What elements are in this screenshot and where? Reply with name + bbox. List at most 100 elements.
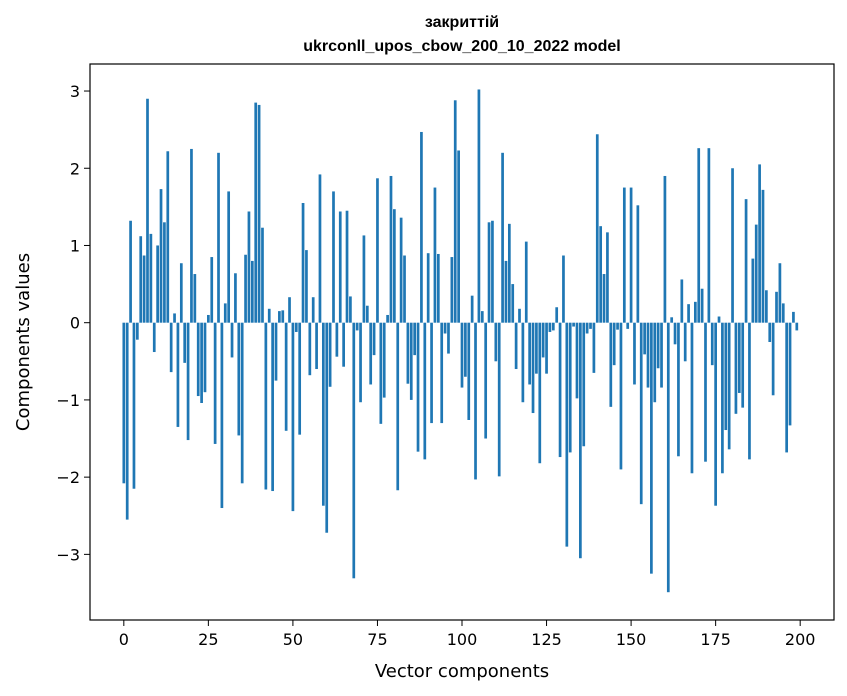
- bar-component-164: [677, 322, 680, 457]
- bar-component-192: [771, 322, 775, 396]
- bar-component-142: [602, 274, 606, 323]
- bar-component-29: [220, 322, 224, 509]
- bar-component-64: [338, 211, 342, 323]
- bar-component-68: [352, 322, 356, 579]
- bar-component-148: [622, 187, 626, 323]
- bar-component-4: [135, 322, 139, 340]
- y-tick-label: 0: [70, 314, 80, 333]
- bar-component-190: [765, 290, 768, 323]
- bar-component-119: [524, 241, 528, 323]
- bar-component-83: [403, 255, 406, 323]
- bar-component-13: [166, 151, 170, 323]
- bar-component-106: [480, 311, 484, 323]
- bar-component-112: [501, 152, 504, 323]
- bar-component-194: [778, 263, 782, 323]
- bar-component-55: [308, 322, 312, 376]
- bar-component-54: [305, 250, 308, 323]
- bar-component-59: [321, 322, 325, 506]
- x-tick-label: 50: [283, 630, 303, 649]
- bar-component-63: [335, 322, 339, 357]
- bar-component-187: [754, 224, 758, 323]
- bar-component-67: [349, 296, 352, 323]
- bar-component-38: [250, 260, 254, 323]
- y-tick-label: 2: [70, 159, 80, 178]
- bar-component-129: [558, 322, 562, 458]
- bar-component-27: [213, 322, 217, 444]
- bar-component-21: [193, 274, 197, 323]
- bar-component-8: [149, 233, 153, 323]
- bar-component-131: [565, 322, 569, 547]
- bar-component-178: [724, 322, 728, 431]
- bar-component-49: [288, 297, 291, 323]
- bar-component-24: [203, 322, 207, 393]
- bar-component-116: [514, 322, 518, 370]
- chart-subtitle: ukrconll_upos_cbow_200_10_2022 model: [303, 38, 620, 55]
- bar-component-167: [687, 304, 690, 323]
- bar-component-140: [595, 134, 599, 323]
- bar-component-137: [585, 322, 589, 334]
- bar-component-181: [734, 322, 738, 414]
- bar-component-14: [169, 322, 173, 373]
- bar-component-111: [497, 322, 501, 477]
- bar-component-65: [342, 322, 345, 367]
- bar-component-196: [785, 322, 789, 453]
- bar-component-158: [656, 322, 660, 369]
- bar-component-2: [129, 220, 132, 323]
- bar-component-135: [579, 322, 582, 559]
- bar-component-133: [572, 322, 575, 327]
- bar-component-66: [345, 210, 349, 323]
- bar-component-87: [416, 322, 420, 452]
- bar-component-52: [298, 322, 302, 435]
- bar-component-58: [318, 174, 322, 323]
- bar-component-174: [710, 322, 714, 366]
- bar-component-11: [159, 189, 163, 323]
- bar-component-145: [612, 322, 616, 366]
- x-axis-label: Vector components: [375, 661, 549, 682]
- bar-component-44: [271, 322, 274, 492]
- bar-component-47: [281, 310, 285, 323]
- bar-component-60: [325, 322, 329, 533]
- bar-component-93: [436, 253, 440, 323]
- bar-component-191: [768, 322, 772, 342]
- bar-component-108: [487, 222, 491, 323]
- bar-component-151: [633, 322, 636, 385]
- bar-component-94: [440, 322, 444, 424]
- bar-component-171: [700, 288, 704, 323]
- bar-component-12: [163, 222, 166, 323]
- bar-component-78: [386, 314, 389, 323]
- bar-component-34: [237, 322, 241, 436]
- bar-component-136: [582, 322, 586, 447]
- x-axis-ticks: 0 25 50 75 100 125 150 175 200: [119, 620, 815, 649]
- bar-component-102: [467, 322, 471, 420]
- bar-component-162: [670, 317, 674, 323]
- bar-component-117: [518, 308, 521, 323]
- y-tick-label: −3: [56, 545, 80, 564]
- bar-component-122: [535, 322, 538, 374]
- bar-component-132: [568, 322, 572, 453]
- y-tick-label: −1: [56, 391, 80, 410]
- bar-component-165: [680, 279, 684, 323]
- bar-component-43: [267, 308, 271, 323]
- bar-component-115: [511, 284, 515, 323]
- bar-component-175: [714, 322, 717, 506]
- bar-component-105: [477, 89, 481, 323]
- bar-component-6: [142, 255, 146, 323]
- x-tick-label: 25: [198, 630, 218, 649]
- bar-component-188: [758, 164, 761, 323]
- bar-component-88: [420, 131, 423, 323]
- bar-component-186: [751, 258, 755, 323]
- bar-component-33: [234, 273, 237, 323]
- bar-component-84: [406, 322, 410, 384]
- bar-component-101: [464, 322, 467, 377]
- bar-component-70: [359, 322, 362, 403]
- bar-component-37: [247, 211, 251, 323]
- bar-component-183: [741, 322, 745, 408]
- bar-component-163: [673, 322, 677, 345]
- y-axis-label: Components values: [13, 253, 34, 431]
- bar-component-0: [122, 322, 126, 484]
- bar-component-42: [264, 322, 268, 490]
- bar-component-197: [788, 322, 792, 426]
- bar-component-166: [683, 322, 687, 362]
- bar-component-77: [382, 322, 386, 398]
- bar-component-97: [450, 257, 454, 323]
